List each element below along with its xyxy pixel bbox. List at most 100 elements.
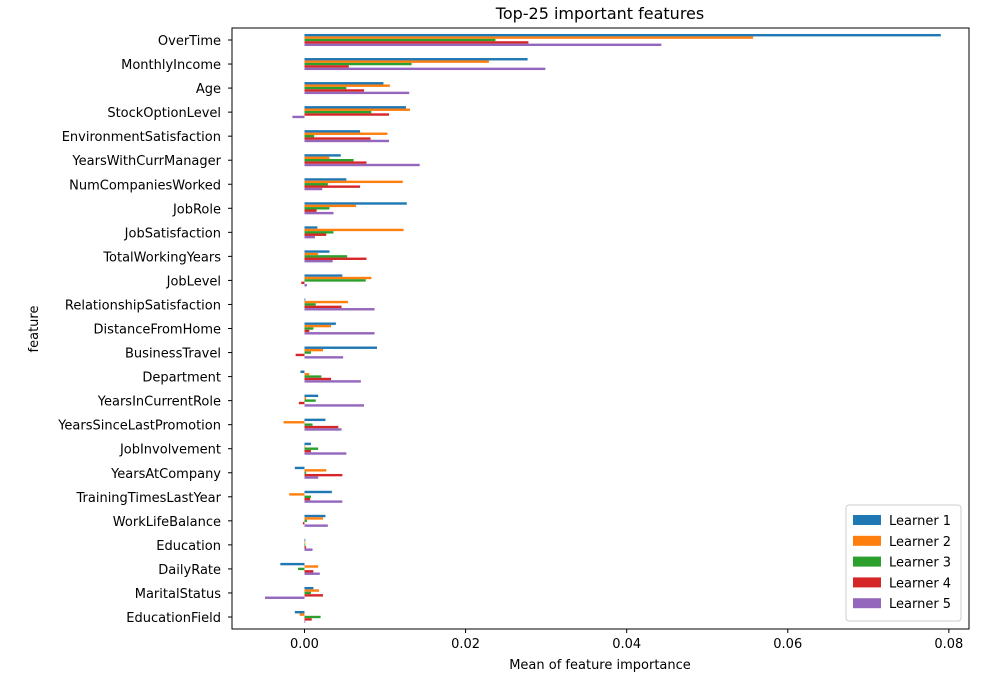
bar-Age-learner-3 bbox=[304, 86, 347, 90]
legend-swatch-learner-1 bbox=[853, 515, 881, 525]
bar-JobLevel-learner-2 bbox=[304, 276, 372, 280]
bar-NumCompaniesWorked-learner-4 bbox=[304, 185, 361, 188]
bar-StockOptionLevel-learner-3 bbox=[304, 110, 372, 114]
bar-Department-learner-5 bbox=[304, 380, 361, 383]
bar-YearsInCurrentRole-learner-1 bbox=[304, 394, 319, 398]
y-tick-label: JobLevel bbox=[166, 274, 221, 289]
bar-JobLevel-learner-4 bbox=[301, 281, 305, 285]
chart-title: Top-25 important features bbox=[495, 4, 704, 23]
y-tick-label: Age bbox=[196, 82, 221, 97]
x-tick-label: 0.02 bbox=[451, 637, 480, 652]
bar-WorkLifeBalance-learner-5 bbox=[304, 524, 328, 527]
y-tick-label: YearsAtCompany bbox=[110, 467, 221, 482]
bar-JobSatisfaction-learner-5 bbox=[304, 235, 315, 239]
y-axis-title: feature bbox=[27, 306, 42, 353]
bar-Age-learner-5 bbox=[304, 91, 410, 95]
bar-DailyRate-learner-1 bbox=[280, 562, 305, 566]
bar-YearsSinceLastPromotion-learner-2 bbox=[283, 421, 305, 424]
bar-YearsWithCurrManager-learner-5 bbox=[304, 163, 420, 167]
bar-MaritalStatus-learner-1 bbox=[304, 586, 314, 590]
bar-MonthlyIncome-learner-4 bbox=[304, 65, 349, 68]
bar-MaritalStatus-learner-5 bbox=[265, 596, 305, 599]
bar-EducationField-learner-2 bbox=[299, 613, 305, 616]
bar-YearsSinceLastPromotion-learner-5 bbox=[304, 428, 342, 431]
y-tick-label: JobInvolvement bbox=[119, 443, 221, 458]
bar-DailyRate-learner-4 bbox=[304, 570, 314, 573]
legend-label-learner-1: Learner 1 bbox=[889, 514, 951, 529]
bar-JobSatisfaction-learner-3 bbox=[304, 231, 334, 234]
y-tick-label: Education bbox=[156, 539, 221, 554]
y-tick-label: DistanceFromHome bbox=[94, 323, 221, 338]
y-axis-ticks: OverTime MonthlyIncome Age StockOptionLevel… bbox=[57, 34, 232, 626]
bar-JobLevel-learner-1 bbox=[304, 274, 343, 277]
bar-BusinessTravel-learner-1 bbox=[304, 346, 377, 349]
bar-TotalWorkingYears-learner-1 bbox=[304, 250, 330, 253]
x-tick-label: 0.08 bbox=[934, 637, 963, 652]
bar-YearsInCurrentRole-learner-4 bbox=[298, 401, 305, 405]
y-tick-label: BusinessTravel bbox=[125, 347, 221, 362]
legend-label-learner-4: Learner 4 bbox=[889, 576, 951, 591]
bar-StockOptionLevel-learner-2 bbox=[304, 108, 411, 111]
bar-YearsWithCurrManager-learner-2 bbox=[304, 156, 330, 160]
y-tick-label: JobSatisfaction bbox=[124, 226, 221, 241]
bar-StockOptionLevel-learner-4 bbox=[304, 113, 390, 116]
bar-EducationField-learner-3 bbox=[304, 615, 321, 619]
bar-JobInvolvement-learner-1 bbox=[304, 442, 311, 446]
bar-RelationshipSatisfaction-learner-2 bbox=[304, 300, 348, 304]
plot-frame bbox=[231, 27, 970, 630]
bar-DailyRate-learner-2 bbox=[304, 565, 319, 568]
bar-OverTime-learner-5 bbox=[304, 43, 662, 47]
bar-JobRole-learner-3 bbox=[304, 207, 330, 210]
x-tick-label: 0.06 bbox=[773, 637, 802, 652]
bar-DistanceFromHome-learner-5 bbox=[304, 332, 375, 335]
bar-OverTime-learner-2 bbox=[304, 36, 754, 39]
bar-JobRole-learner-1 bbox=[304, 202, 407, 205]
bar-RelationshipSatisfaction-learner-5 bbox=[304, 308, 375, 311]
bar-WorkLifeBalance-learner-4 bbox=[302, 522, 305, 525]
legend-swatch-learner-5 bbox=[853, 598, 881, 609]
bar-Age-learner-2 bbox=[304, 84, 390, 87]
bar-JobInvolvement-learner-4 bbox=[304, 449, 311, 453]
x-tick-label: 0.04 bbox=[612, 637, 641, 652]
legend-swatch-learner-4 bbox=[853, 577, 881, 588]
y-tick-label: OverTime bbox=[158, 34, 221, 49]
bar-Education-learner-2 bbox=[304, 541, 306, 544]
x-axis-ticks: 0.00 0.02 0.04 0.06 0.08 bbox=[290, 629, 963, 652]
bar-StockOptionLevel-learner-1 bbox=[304, 106, 406, 109]
y-tick-label: YearsInCurrentRole bbox=[97, 395, 221, 410]
bar-YearsInCurrentRole-learner-5 bbox=[304, 404, 365, 407]
bar-TrainingTimesLastYear-learner-4 bbox=[304, 497, 311, 501]
bar-TotalWorkingYears-learner-5 bbox=[304, 259, 333, 263]
bar-OverTime-learner-3 bbox=[304, 38, 496, 42]
bar-MaritalStatus-learner-4 bbox=[304, 594, 324, 597]
bar-TotalWorkingYears-learner-4 bbox=[304, 257, 367, 260]
bar-JobLevel-learner-3 bbox=[304, 279, 366, 282]
bar-Age-learner-4 bbox=[304, 89, 365, 92]
bar-MonthlyIncome-learner-3 bbox=[304, 62, 412, 66]
bars-group bbox=[265, 33, 941, 624]
bar-Education-learner-1 bbox=[304, 538, 306, 542]
bar-EducationField-learner-1 bbox=[294, 610, 305, 614]
bar-RelationshipSatisfaction-learner-4 bbox=[304, 305, 342, 309]
bar-YearsAtCompany-learner-3 bbox=[304, 471, 307, 474]
bar-DailyRate-learner-5 bbox=[304, 572, 320, 575]
bar-RelationshipSatisfaction-learner-1 bbox=[304, 298, 306, 301]
bar-YearsWithCurrManager-learner-3 bbox=[304, 159, 354, 162]
bar-DailyRate-learner-3 bbox=[298, 567, 305, 571]
bar-DistanceFromHome-learner-1 bbox=[304, 322, 336, 325]
bar-Education-learner-5 bbox=[304, 548, 313, 551]
bar-DistanceFromHome-learner-4 bbox=[304, 329, 310, 333]
x-axis-title: Mean of feature importance bbox=[509, 658, 691, 673]
bar-TrainingTimesLastYear-learner-3 bbox=[304, 495, 311, 498]
bar-YearsWithCurrManager-learner-4 bbox=[304, 161, 367, 164]
bar-MonthlyIncome-learner-1 bbox=[304, 58, 528, 61]
bar-YearsAtCompany-learner-5 bbox=[304, 476, 319, 479]
legend-frame bbox=[845, 504, 962, 622]
bar-EducationField-learner-5 bbox=[304, 620, 306, 624]
bar-JobInvolvement-learner-5 bbox=[304, 452, 347, 455]
bar-NumCompaniesWorked-learner-2 bbox=[304, 180, 403, 184]
bar-MaritalStatus-learner-3 bbox=[304, 591, 311, 595]
bar-WorkLifeBalance-learner-3 bbox=[304, 519, 307, 523]
bar-YearsSinceLastPromotion-learner-1 bbox=[304, 418, 326, 422]
